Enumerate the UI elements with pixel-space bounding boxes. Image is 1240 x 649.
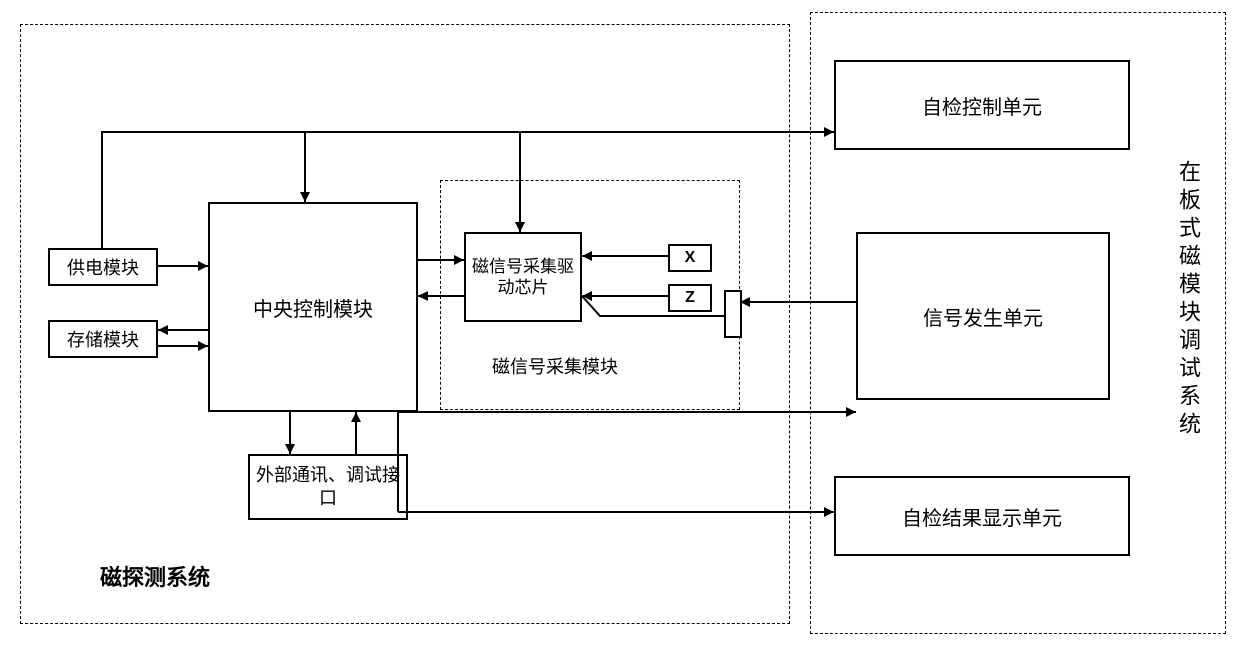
- self-check-display-label: 自检结果显示单元: [902, 502, 1062, 531]
- sensor-z-label: Z: [685, 289, 695, 307]
- self-check-display-unit: 自检结果显示单元: [834, 476, 1130, 556]
- comm-module: 外部通讯、调试接口: [248, 454, 408, 520]
- power-module: 供电模块: [48, 248, 158, 286]
- right-system-title: 在板式磁模块调试系统: [1172, 160, 1204, 440]
- comm-module-label: 外部通讯、调试接口: [254, 464, 402, 511]
- central-module-label: 中央控制模块: [253, 293, 373, 322]
- sensor-z: Z: [668, 284, 712, 312]
- left-system-title: 磁探测系统: [100, 560, 210, 592]
- self-check-ctrl-label: 自检控制单元: [922, 91, 1042, 120]
- sensor-x-label: X: [685, 249, 696, 267]
- mag-chip: 磁信号采集驱动芯片: [464, 232, 582, 322]
- sensor-y: [724, 290, 742, 338]
- sensor-x: X: [668, 244, 712, 272]
- self-check-ctrl-unit: 自检控制单元: [834, 60, 1130, 150]
- signal-gen-unit: 信号发生单元: [856, 232, 1110, 400]
- mag-acq-label: 磁信号采集模块: [480, 356, 630, 379]
- mag-chip-label: 磁信号采集驱动芯片: [470, 256, 576, 299]
- storage-module-label: 存储模块: [67, 326, 139, 352]
- storage-module: 存储模块: [48, 320, 158, 358]
- power-module-label: 供电模块: [67, 254, 139, 280]
- signal-gen-label: 信号发生单元: [923, 302, 1043, 331]
- central-module: 中央控制模块: [208, 202, 418, 412]
